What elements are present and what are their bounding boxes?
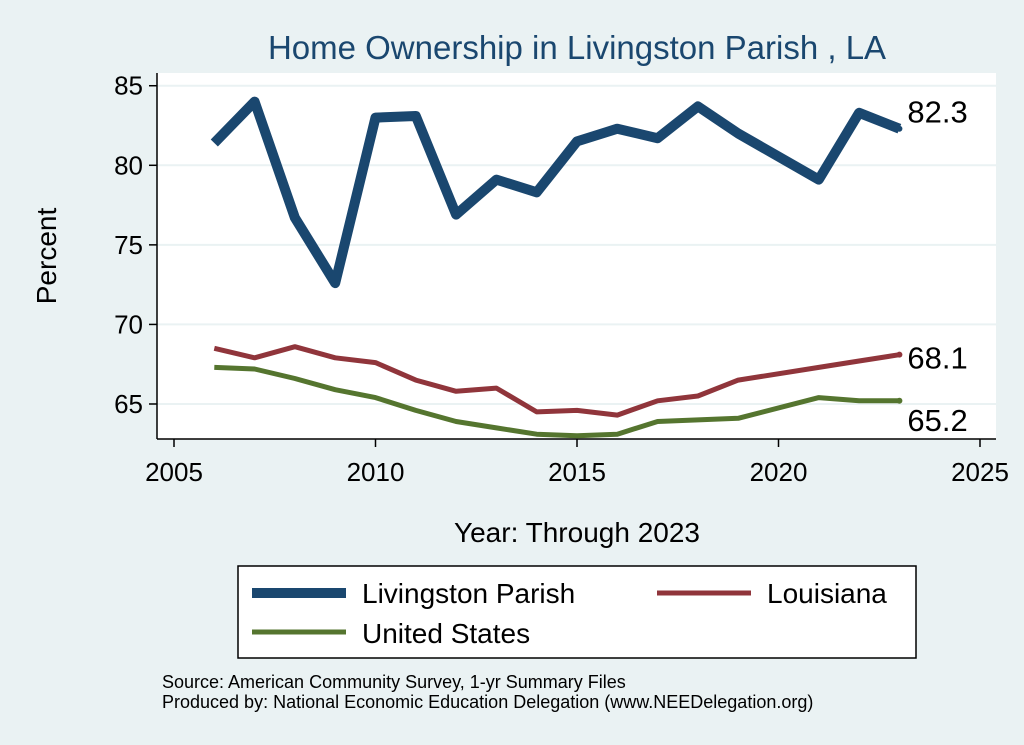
end-point-livingston-parish bbox=[896, 125, 903, 132]
y-axis-title: Percent bbox=[31, 208, 62, 305]
chart-title: Home Ownership in Livingston Parish , LA bbox=[268, 29, 886, 66]
grid bbox=[157, 84, 996, 405]
x-tick-label-2005: 2005 bbox=[145, 457, 203, 487]
end-label-united-states: 65.2 bbox=[907, 403, 967, 438]
x-tick-label-2025: 2025 bbox=[951, 457, 1009, 487]
series-lines bbox=[210, 96, 903, 439]
series-line-livingston-parish bbox=[210, 96, 902, 289]
x-tick-label-2015: 2015 bbox=[548, 457, 606, 487]
plot-area bbox=[157, 73, 996, 439]
y-tick-label-65: 65 bbox=[114, 389, 143, 419]
x-axis-title: Year: Through 2023 bbox=[454, 517, 700, 548]
y-tick-label-75: 75 bbox=[114, 230, 143, 260]
source-note: Source: American Community Survey, 1-yr … bbox=[162, 672, 626, 692]
series-line-louisiana bbox=[213, 344, 900, 418]
y-tick-label-70: 70 bbox=[114, 309, 143, 339]
x-tick-label-2020: 2020 bbox=[750, 457, 808, 487]
legend-label-louisiana: Louisiana bbox=[767, 578, 887, 609]
tick-labels: 65 70 75 80 85 2005 2010 2015 2020 2025 bbox=[114, 71, 1009, 487]
end-label-livingston-parish: 82.3 bbox=[907, 95, 967, 130]
legend-label-livingston-parish: Livingston Parish bbox=[362, 578, 575, 609]
legend-box bbox=[237, 565, 917, 659]
x-tick-label-2010: 2010 bbox=[347, 457, 405, 487]
series-line-united-states bbox=[214, 364, 900, 439]
end-label-louisiana: 68.1 bbox=[907, 341, 967, 376]
legend-label-united-states: United States bbox=[362, 618, 530, 649]
end-labels: 82.3 68.1 65.2 bbox=[907, 95, 967, 438]
produced-by-note: Produced by: National Economic Education… bbox=[162, 692, 813, 712]
legend: Livingston Parish Louisiana United State… bbox=[237, 565, 917, 659]
y-tick-label-80: 80 bbox=[114, 150, 143, 180]
y-tick-label-85: 85 bbox=[114, 71, 143, 101]
end-point-united-states bbox=[896, 397, 903, 404]
end-point-louisiana bbox=[896, 351, 903, 358]
axes bbox=[149, 73, 996, 447]
